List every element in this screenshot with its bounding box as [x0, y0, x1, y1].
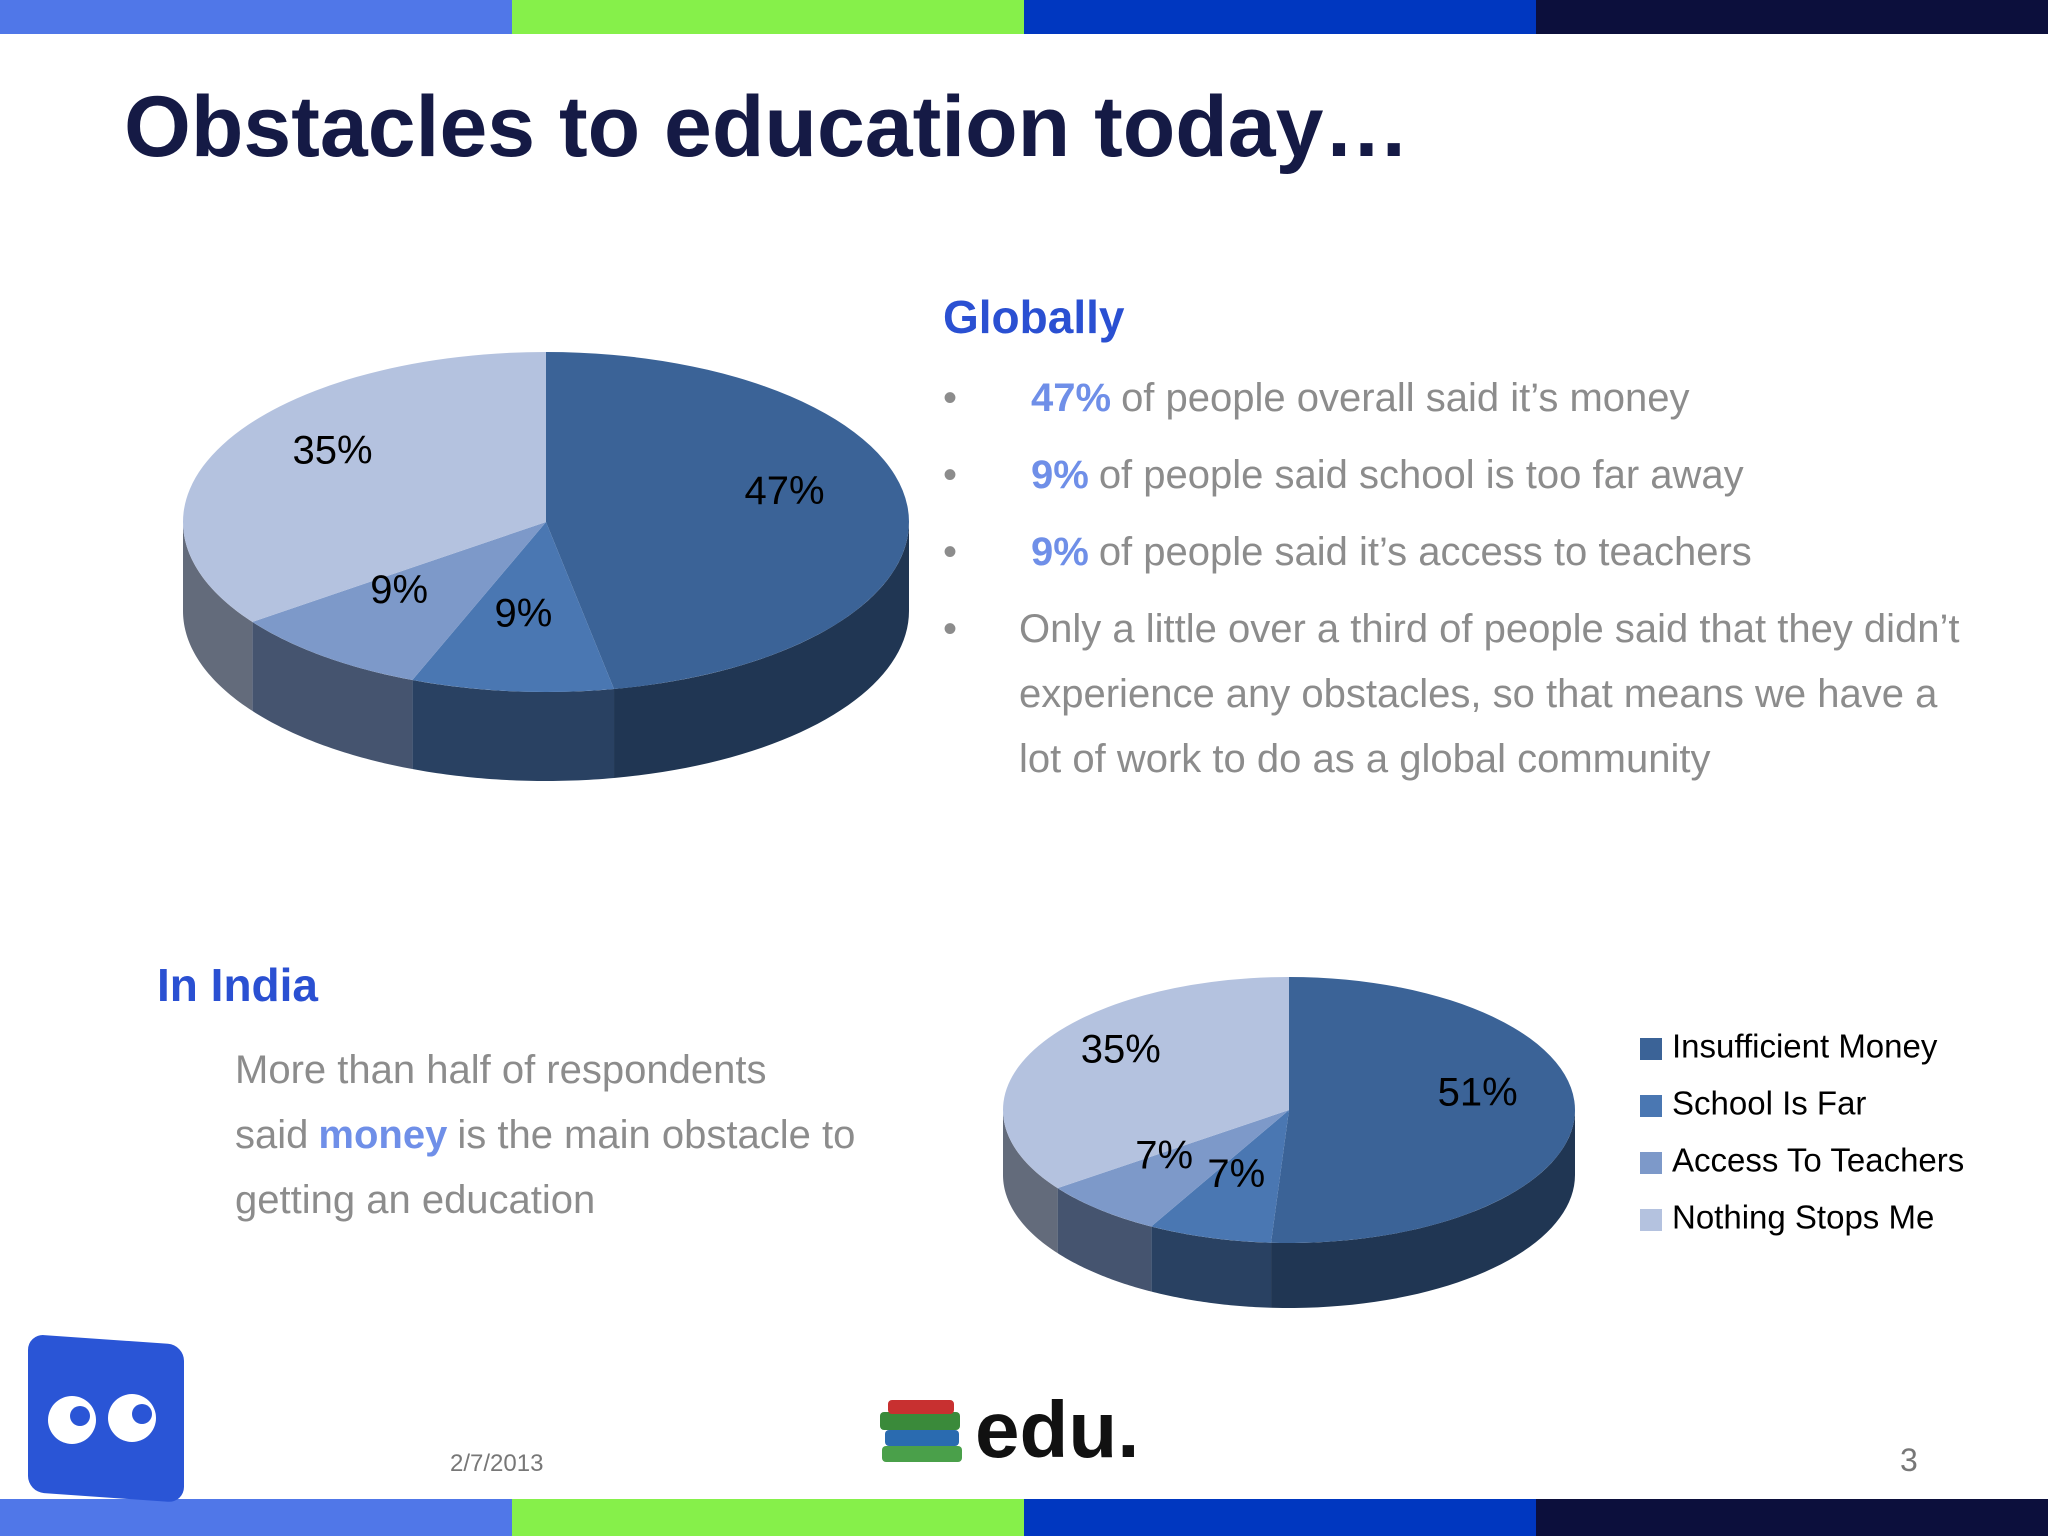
top-bar [512, 0, 1024, 34]
text: is the main obstacle to getting an educa… [235, 1113, 856, 1222]
date: 2/7/2013 [450, 1450, 544, 1477]
legend-swatch [1640, 1209, 1662, 1231]
slide-title: Obstacles to education today… [124, 79, 1410, 175]
page-number: 3 [1900, 1442, 1918, 1478]
india-paragraph: More than half of respondents said money i… [235, 1038, 875, 1233]
pie-slice [1271, 977, 1576, 1243]
data-label: 35% [1081, 1028, 1161, 1072]
top-bar [1024, 0, 1536, 34]
pie-slice-side [1003, 1110, 1058, 1254]
pie-slice-side [1271, 1110, 1575, 1308]
top-bar [0, 0, 512, 34]
text: More than half of respondents said [235, 1048, 767, 1157]
bullet-list: 47%of people overall said it’s money9%of… [943, 366, 1993, 804]
pie-chart: 47% 9% 9% 35% [182, 352, 909, 781]
bottom-bar [512, 1499, 1024, 1536]
bullet: Only a little over a third of people sai… [943, 597, 1989, 792]
pie-slice [182, 352, 546, 622]
pie-slice-side [412, 680, 615, 781]
bottom-bar [0, 1499, 512, 1536]
text: of people overall said it’s money [1121, 376, 1690, 420]
pie-slice-side [252, 621, 413, 770]
data-label: 47% [744, 469, 824, 513]
text: of people said it’s access to teachers [1098, 530, 1752, 574]
pie-slice [546, 352, 909, 689]
data-label: 7% [1135, 1133, 1193, 1177]
section-heading: Globally [943, 291, 1125, 343]
pie-slice-side [183, 522, 253, 711]
bullet: 9%of people said school is too far away [943, 443, 1993, 508]
text: of people said school is too far away [1098, 453, 1744, 497]
data-label: 51% [1438, 1070, 1518, 1114]
charts: 47% 9% 9% 35% 51% 7% 7% 35% Insufficient Money Sc… [182, 352, 1964, 1308]
bottom-bar [1024, 1499, 1536, 1536]
legend-label: Nothing Stops Me [1672, 1199, 1934, 1236]
section-heading: In India [157, 959, 318, 1011]
legend-label: Access To Teachers [1672, 1142, 1964, 1179]
data-label: 35% [293, 429, 373, 473]
pie-slice-side [1057, 1188, 1152, 1292]
top-bar [1536, 0, 2048, 34]
legend-swatch [1640, 1038, 1662, 1060]
pie-slice [252, 522, 546, 681]
legend-label: School Is Far [1672, 1085, 1866, 1122]
pie-slice-side [1151, 1226, 1272, 1308]
data-label: 9% [370, 568, 428, 612]
highlight: 9% [1031, 453, 1089, 497]
data-label: 7% [1207, 1152, 1265, 1196]
legend-swatch [1640, 1095, 1662, 1117]
highlight: money [318, 1113, 448, 1157]
text: Only a little over a third of people sai… [1019, 607, 1960, 781]
legend-swatch [1640, 1152, 1662, 1174]
data-label: 9% [495, 591, 553, 635]
pie-slice [412, 522, 615, 692]
pie-slice [1057, 1110, 1289, 1227]
highlight: 47% [1031, 376, 1112, 420]
pie-slice [1003, 977, 1289, 1189]
books-icon [880, 1400, 962, 1462]
pie-slice-side [614, 522, 909, 778]
logo-text: edu. [975, 1385, 1140, 1474]
highlight: 9% [1031, 530, 1089, 574]
bullet: 47%of people overall said it’s money [943, 366, 1993, 431]
pie-slice [1151, 1110, 1289, 1243]
pie-chart: 51% 7% 7% 35% Insufficient Money School Is Fa… [1003, 977, 1964, 1308]
bottom-bar [1536, 1499, 2048, 1536]
legend-label: Insufficient Money [1672, 1028, 1938, 1065]
cc-logo [28, 1335, 184, 1502]
bullet: 9%of people said it’s access to teachers [943, 520, 1993, 585]
